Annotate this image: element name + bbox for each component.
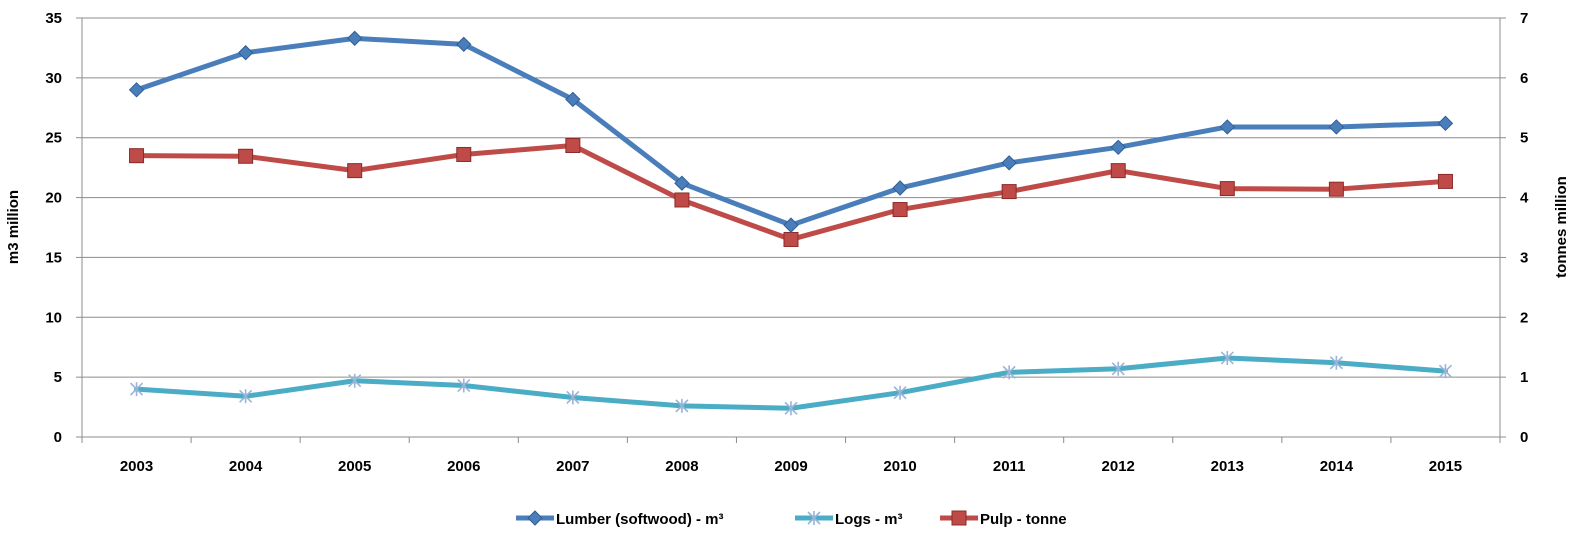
data-point [128, 82, 145, 98]
data-point [1002, 365, 1016, 380]
y2-tick-label: 7 [1520, 10, 1528, 27]
data-point [1328, 119, 1345, 135]
data-point [1219, 181, 1235, 197]
y-tick-label: 10 [45, 309, 62, 326]
data-point [1329, 355, 1343, 370]
x-tick-label: 2008 [665, 458, 698, 475]
data-point [1111, 361, 1125, 376]
y-axis-title-left: m3 million [5, 190, 22, 264]
data-point [1110, 139, 1126, 155]
data-point [783, 217, 799, 233]
data-point [674, 175, 690, 191]
series-diamond [128, 30, 1454, 233]
data-point [129, 148, 145, 164]
legend-item: Logs - m³ [795, 511, 903, 528]
data-point [346, 30, 363, 47]
y-tick-label: 30 [45, 70, 62, 87]
data-point [456, 36, 472, 53]
x-tick-label: 2004 [229, 458, 263, 475]
data-point [893, 385, 907, 400]
y2-tick-label: 6 [1520, 70, 1528, 87]
data-point [238, 148, 254, 164]
x-tick-label: 2014 [1320, 458, 1354, 475]
legend-swatch-marker [951, 510, 967, 526]
x-tick-label: 2012 [1102, 458, 1135, 475]
y2-tick-label: 2 [1520, 309, 1528, 326]
y-tick-label: 0 [54, 429, 62, 446]
legend-item: Pulp - tonne [940, 510, 1067, 528]
x-tick-label: 2007 [556, 458, 589, 475]
y2-tick-label: 1 [1520, 369, 1528, 386]
axes [76, 17, 1506, 443]
x-tick-label: 2005 [338, 458, 371, 475]
data-point [1437, 115, 1454, 132]
data-point [783, 231, 799, 247]
data-point [675, 398, 689, 413]
data-point [566, 390, 580, 405]
series-star [129, 350, 1453, 416]
legend-label: Lumber (softwood) - m³ [556, 511, 723, 528]
data-point [1437, 173, 1453, 189]
y-tick-label: 25 [45, 130, 62, 147]
data-point [892, 180, 908, 196]
y-tick-label: 35 [45, 10, 62, 27]
gridlines [82, 17, 1500, 378]
x-tick-label: 2015 [1429, 458, 1462, 475]
data-point [239, 389, 253, 404]
data-point [457, 378, 471, 393]
data-point [129, 382, 144, 397]
legend-swatch-marker [527, 510, 543, 526]
y-tick-label: 5 [54, 369, 62, 386]
x-tick-label: 2003 [120, 458, 153, 475]
legend-item: Lumber (softwood) - m³ [516, 510, 723, 528]
series-square [129, 137, 1453, 247]
y2-tick-label: 0 [1520, 429, 1528, 446]
y-tick-label: 15 [45, 249, 62, 266]
tick-labels: 0 5 10 15 20 25 30 35 0 1 2 3 4 5 6 7 2003 2004 2005 2006 20… [45, 10, 1529, 475]
y-tick-label: 20 [45, 190, 62, 207]
data-point [565, 91, 581, 108]
legend-label: Logs - m³ [835, 511, 903, 528]
legend-label: Pulp - tonne [980, 511, 1067, 528]
legend-swatch-marker [807, 511, 821, 525]
data-point [674, 192, 690, 208]
data-point [1219, 119, 1236, 135]
x-tick-label: 2010 [883, 458, 916, 475]
data-point [892, 202, 908, 218]
data-point [348, 373, 362, 388]
data-point [1110, 163, 1126, 179]
y2-tick-label: 4 [1520, 190, 1529, 207]
x-tick-label: 2009 [774, 458, 807, 475]
data-point [1438, 364, 1453, 379]
series-group [128, 30, 1454, 416]
data-point [784, 401, 798, 416]
y2-tick-label: 5 [1520, 130, 1528, 147]
x-tick-label: 2013 [1211, 458, 1244, 475]
legend: Lumber (softwood) - m³ Logs - m³ Pulp - to… [516, 510, 1067, 528]
data-point [456, 146, 472, 162]
data-point [347, 163, 363, 179]
data-point [565, 137, 581, 153]
data-point [1220, 350, 1234, 365]
x-tick-label: 2011 [993, 458, 1026, 475]
series-line [134, 355, 1448, 411]
data-point [1001, 184, 1017, 200]
y-axis-title-right: tonnes million [1553, 176, 1570, 278]
x-tick-label: 2006 [447, 458, 480, 475]
data-point [1328, 181, 1344, 197]
data-point [1001, 155, 1017, 171]
y2-tick-label: 3 [1520, 249, 1528, 266]
data-point [237, 45, 254, 61]
